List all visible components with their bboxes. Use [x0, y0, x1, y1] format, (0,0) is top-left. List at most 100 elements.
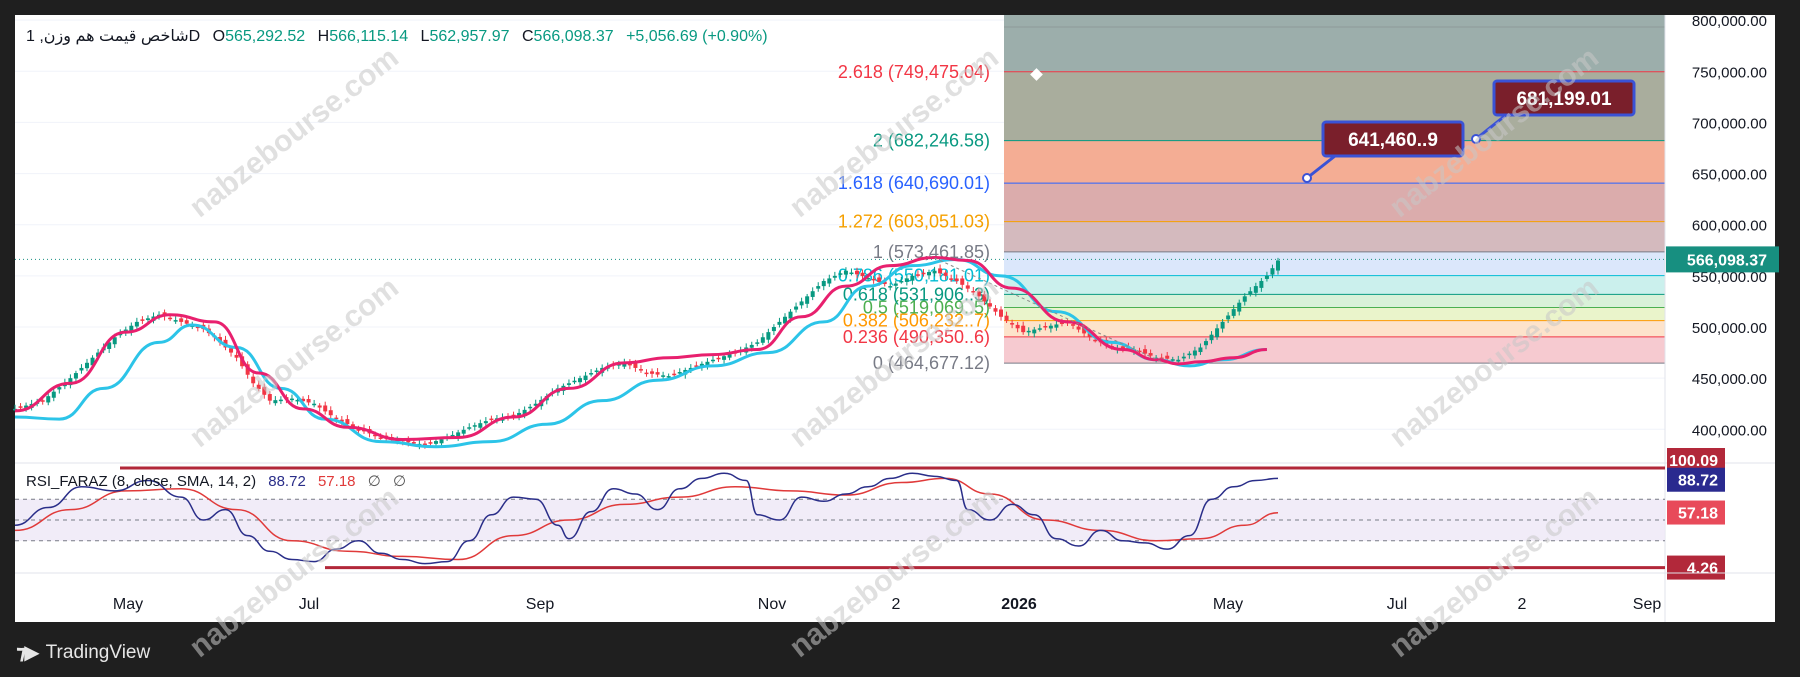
candle-body — [976, 291, 981, 297]
price-tick-label: 600,000.00 — [1692, 218, 1767, 235]
time-tick-label: May — [1213, 596, 1243, 613]
time-tick-label: May — [113, 596, 143, 613]
candle-body — [921, 272, 926, 275]
candle-body — [954, 278, 959, 281]
candle-body — [1165, 355, 1170, 359]
rsi-pane — [15, 466, 1665, 570]
candle-body — [672, 373, 677, 376]
candle-body — [450, 434, 455, 437]
price-tick-label: 450,000.00 — [1692, 371, 1767, 388]
time-tick-label: Jul — [1387, 596, 1407, 613]
candle-body — [860, 272, 865, 277]
close-value: 566,098.37 — [533, 28, 614, 45]
candle-body — [594, 370, 599, 372]
candle-body — [1264, 275, 1269, 279]
candle-body — [306, 399, 311, 403]
high-value: 566,115.14 — [329, 28, 409, 45]
candle-body — [356, 429, 361, 431]
candle-body — [411, 442, 416, 444]
candle-body — [1137, 350, 1142, 353]
candle-body — [1242, 296, 1247, 302]
candle-body — [107, 342, 112, 349]
change-value: +5,056.69 (+0.90%) — [626, 28, 768, 45]
candle-body — [317, 405, 322, 408]
price-callouts: 641,460..9 681,199.01 — [1302, 79, 1636, 183]
candle-body — [129, 325, 134, 332]
candle-body — [278, 399, 283, 402]
candle-body — [312, 403, 317, 406]
moving-average-pink — [14, 255, 1267, 442]
candle-body — [799, 301, 804, 306]
candle-body — [478, 423, 483, 428]
candle-body — [855, 270, 859, 275]
rsi-signal-value: 57.18 — [317, 473, 356, 490]
candle-body — [295, 399, 300, 402]
candle-body — [993, 308, 998, 312]
rsi-axis-badge — [1667, 500, 1725, 525]
last-price-badge — [1666, 246, 1779, 273]
candle-body — [821, 280, 826, 287]
candle-body — [1259, 280, 1264, 288]
header-legend: شاخص قیمت هم وزن, 1D O565,292.52 H566,11… — [26, 26, 768, 46]
candle-body — [932, 270, 937, 274]
fib-level-label: 0.5 (519,069..5) — [863, 298, 990, 318]
fib-zone — [1004, 307, 1665, 321]
candle-body — [1159, 357, 1164, 360]
tradingview-logo-icon: ⁊▶ — [16, 642, 40, 664]
candle-body — [832, 275, 837, 278]
candle-body — [1054, 324, 1059, 328]
candle-body — [1048, 325, 1053, 329]
price-tick-label: 500,000.00 — [1692, 320, 1767, 337]
candle-body — [483, 421, 488, 424]
candle-body — [838, 273, 843, 275]
candle-body — [1220, 321, 1225, 329]
candle-body — [882, 281, 887, 285]
callout-box — [1321, 120, 1465, 158]
candle-body — [589, 373, 594, 375]
candle-body — [461, 429, 466, 434]
fib-level-label: 0.382 (506,232..7) — [843, 311, 990, 331]
candle-body — [90, 357, 95, 366]
candle-body — [805, 296, 810, 304]
candle-body — [533, 403, 538, 406]
candle-body — [251, 376, 256, 384]
candle-body — [638, 369, 643, 371]
candle-body — [289, 398, 294, 401]
candle-body — [472, 425, 477, 427]
time-tick-label: Jul — [299, 596, 319, 613]
candle-body — [184, 320, 189, 324]
candle-body — [677, 372, 682, 374]
candle-body — [18, 406, 23, 408]
rsi-name[interactable]: RSI_FARAZ (8, close, SMA, 14, 2) — [26, 473, 257, 490]
candle-body — [46, 396, 51, 403]
candle-body — [1015, 324, 1020, 329]
price-tick-label: 750,000.00 — [1692, 64, 1767, 81]
candle-body — [528, 406, 533, 409]
fib-zone — [1004, 320, 1665, 337]
candle-body — [273, 400, 278, 404]
candle-body — [1248, 291, 1253, 295]
candle-body — [938, 268, 943, 274]
rsi-signal-line — [14, 477, 1279, 561]
footer-brand[interactable]: ⁊▶ TradingView — [16, 640, 150, 665]
candle-body — [910, 275, 915, 281]
candle-body — [229, 348, 234, 353]
trend-dashed-line — [928, 254, 1162, 363]
rsi-empty-value-1: ∅ — [367, 473, 381, 490]
callout-leader — [1475, 113, 1507, 141]
candle-body — [262, 386, 267, 395]
candle-body — [1026, 330, 1031, 333]
candle-body — [849, 272, 854, 275]
open-value: 565,292.52 — [225, 28, 306, 45]
candle-body — [982, 294, 987, 302]
rsi-axis-label: 100.09 — [1669, 453, 1718, 470]
candle-body — [1082, 327, 1087, 334]
candle-body — [1231, 309, 1236, 316]
symbol-label[interactable]: شاخص قیمت هم وزن, 1D — [26, 28, 201, 45]
callout-box — [1492, 79, 1636, 117]
candle-body — [456, 432, 461, 437]
candle-body — [428, 442, 433, 444]
candle-body — [943, 272, 948, 276]
candle-body — [1093, 339, 1098, 342]
